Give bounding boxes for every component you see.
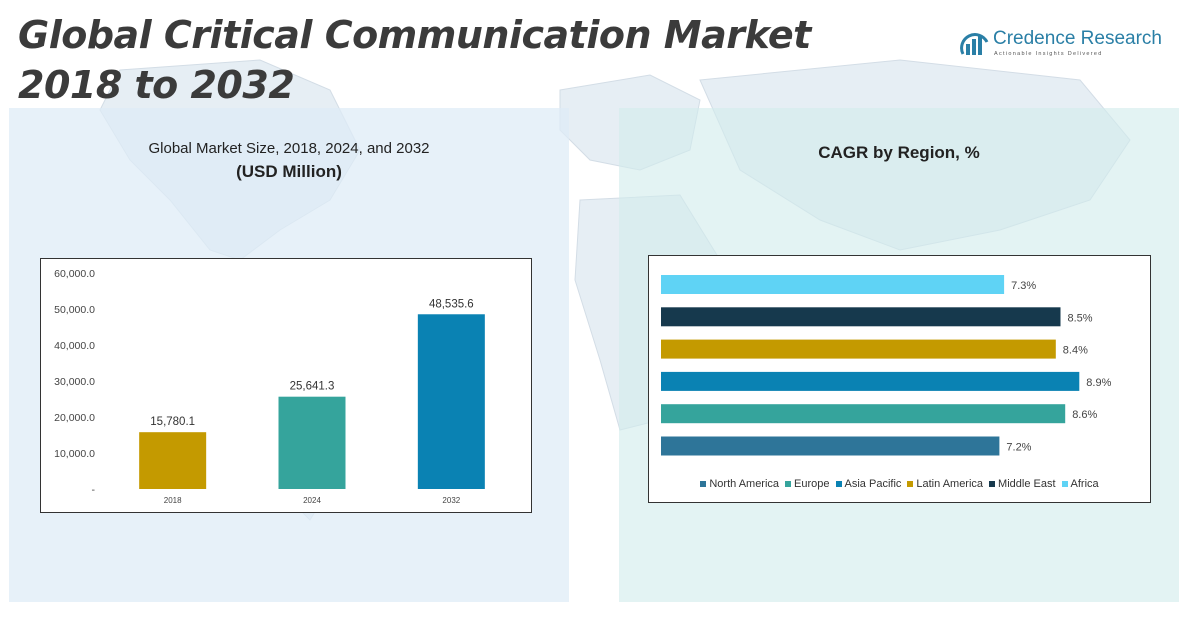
bar-north-america bbox=[661, 436, 1000, 456]
data-label-north-america: 7.2% bbox=[1006, 442, 1031, 454]
cagr-title: CAGR by Region, % bbox=[818, 143, 980, 162]
logo-bars-icon bbox=[960, 33, 989, 55]
legend-swatch-middle-east bbox=[989, 481, 996, 487]
legend-label-latin-america: Latin America bbox=[916, 478, 984, 490]
y-tick-label: - bbox=[92, 484, 96, 496]
legend-swatch-asia-pacific bbox=[835, 481, 842, 487]
y-tick-label: 40,000.0 bbox=[54, 340, 95, 352]
bar-latin-america bbox=[661, 339, 1056, 359]
data-label-latin-america: 8.4% bbox=[1063, 345, 1088, 357]
x-tick-label-2024: 2024 bbox=[303, 496, 321, 505]
credence-research-logo: Credence Research Actionable Insights De… bbox=[960, 28, 1162, 64]
legend-item-africa: Africa bbox=[1061, 478, 1099, 490]
legend-swatch-europe bbox=[785, 481, 792, 487]
legend-label-asia-pacific: Asia Pacific bbox=[844, 478, 902, 490]
market-size-chart: - 10,000.0 20,000.0 30,000.0 40,000.0 50,000.… bbox=[40, 258, 532, 513]
market-size-title: Global Market Size, 2018, 2024, and 2032 bbox=[148, 140, 430, 157]
bar-middle-east bbox=[661, 307, 1061, 327]
legend-item-asia-pacific: Asia Pacific bbox=[835, 478, 902, 490]
cagr-bar-chart: 7.3% 8.5% 8.4% 8.9% 8.6% 7.2% bbox=[661, 275, 1112, 456]
x-tick-label-2018: 2018 bbox=[164, 496, 182, 505]
legend-item-middle-east: Middle East bbox=[989, 478, 1056, 490]
legend-swatch-africa bbox=[1061, 481, 1068, 487]
x-tick-label-2032: 2032 bbox=[442, 496, 460, 505]
y-tick-label: 50,000.0 bbox=[54, 304, 95, 316]
data-label-africa: 7.3% bbox=[1011, 280, 1036, 292]
y-tick-label: 30,000.0 bbox=[54, 376, 95, 388]
bar-2018 bbox=[139, 432, 207, 489]
data-label-2018: 15,780.1 bbox=[150, 416, 195, 428]
legend-label-europe: Europe bbox=[794, 478, 830, 490]
legend-label-africa: Africa bbox=[1070, 478, 1099, 490]
page-title: Global Critical Communication Market 201… bbox=[18, 13, 811, 107]
y-tick-label: 10,000.0 bbox=[54, 448, 95, 460]
data-label-europe: 8.6% bbox=[1072, 409, 1097, 421]
legend-item-north-america: North America bbox=[700, 478, 779, 490]
legend-item-latin-america: Latin America bbox=[907, 478, 983, 490]
logo-tagline: Actionable Insights Delivered bbox=[994, 51, 1103, 57]
bar-europe bbox=[661, 404, 1066, 424]
cagr-chart: 7.3% 8.5% 8.4% 8.9% 8.6% 7.2% North America Eu… bbox=[648, 255, 1151, 503]
market-size-bar-chart: - 10,000.0 20,000.0 30,000.0 40,000.0 50,000.… bbox=[54, 268, 485, 505]
bar-2032 bbox=[417, 314, 485, 489]
y-tick-label: 20,000.0 bbox=[54, 412, 95, 424]
legend-label-north-america: North America bbox=[709, 478, 780, 490]
y-tick-label: 60,000.0 bbox=[54, 268, 95, 280]
legend-swatch-latin-america bbox=[907, 481, 914, 487]
bar-2024 bbox=[278, 396, 346, 489]
legend-swatch-north-america bbox=[700, 481, 707, 487]
legend-item-europe: Europe bbox=[785, 478, 830, 490]
cagr-legend: North America Europe Asia Pacific Latin Ame… bbox=[649, 478, 1150, 490]
data-label-middle-east: 8.5% bbox=[1068, 312, 1093, 324]
data-label-2032: 48,535.6 bbox=[429, 298, 474, 310]
market-size-unit: (USD Million) bbox=[236, 162, 342, 181]
legend-label-middle-east: Middle East bbox=[998, 478, 1056, 490]
data-label-asia-pacific: 8.9% bbox=[1086, 377, 1111, 389]
data-label-2024: 25,641.3 bbox=[290, 381, 335, 393]
logo-name: Credence Research bbox=[993, 28, 1162, 49]
bar-africa bbox=[661, 275, 1005, 294]
bar-asia-pacific bbox=[661, 371, 1080, 391]
